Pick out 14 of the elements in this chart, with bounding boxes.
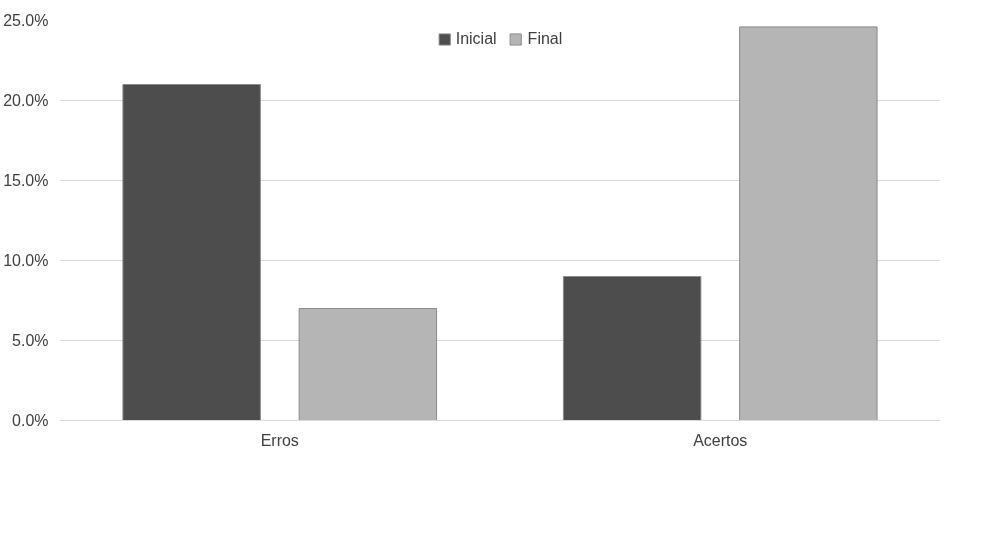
y-tick-label: 15.0%	[3, 172, 49, 189]
y-tick-label: 5.0%	[12, 332, 49, 349]
legend-label: Final	[527, 30, 563, 48]
bar	[298, 308, 438, 421]
x-tick-label: Acertos	[693, 431, 748, 449]
x-tick-label: Erros	[260, 431, 299, 449]
bar	[739, 26, 878, 421]
legend-label: Inicial	[455, 30, 497, 48]
y-tick-label: 0.0%	[12, 412, 49, 429]
y-tick-label: 20.0%	[3, 92, 49, 109]
bar	[122, 84, 261, 421]
bar	[562, 276, 702, 421]
y-tick-label: 25.0%	[3, 12, 49, 29]
y-tick-label: 10.0%	[3, 252, 49, 269]
